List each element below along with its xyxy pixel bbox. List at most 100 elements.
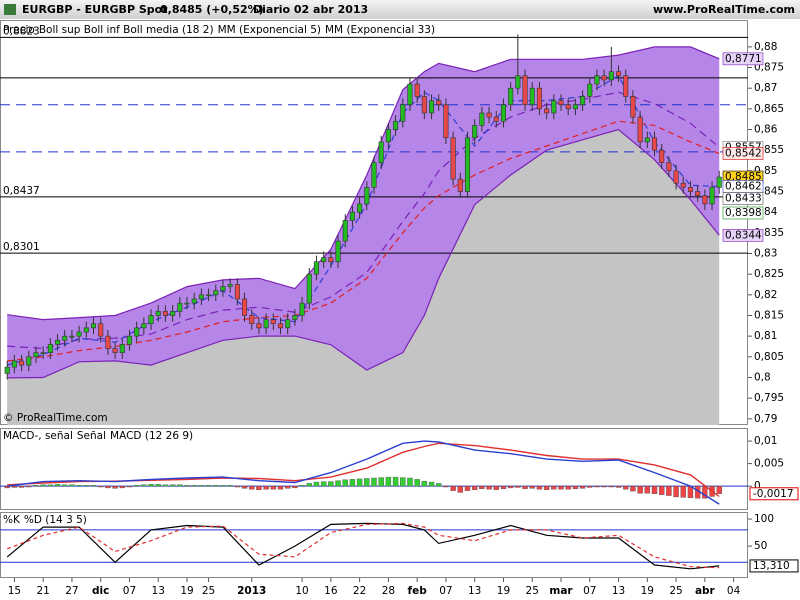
histogram-bar bbox=[4, 485, 10, 489]
candle-body bbox=[134, 327, 140, 337]
candle-body bbox=[4, 366, 10, 374]
histogram-bar bbox=[349, 479, 356, 487]
histogram-bar bbox=[644, 485, 651, 494]
histogram-bar bbox=[608, 485, 615, 488]
candle-body bbox=[249, 315, 255, 325]
x-tick-label: 21 bbox=[36, 585, 49, 597]
stoch-plot bbox=[0, 522, 748, 570]
candle-body bbox=[716, 176, 722, 188]
histogram-bar bbox=[256, 485, 262, 490]
candle-body bbox=[19, 360, 25, 366]
histogram-bar bbox=[198, 485, 205, 487]
candle-body bbox=[349, 211, 355, 221]
histogram-bar bbox=[594, 485, 600, 488]
candle-body bbox=[486, 112, 492, 118]
site: www.ProRealTime.com bbox=[653, 3, 795, 16]
candle-body bbox=[69, 335, 75, 338]
y-tick-label: 0 bbox=[754, 480, 761, 492]
y-tick-label: 0,88 bbox=[754, 41, 777, 53]
candle-body bbox=[285, 319, 291, 329]
x-tick-label: 15 bbox=[8, 585, 21, 597]
candle-body bbox=[421, 96, 427, 114]
histogram-bar bbox=[522, 485, 528, 490]
candle-body bbox=[630, 96, 636, 118]
candle-body bbox=[522, 75, 528, 106]
y-tick-label: 0,82 bbox=[754, 289, 777, 301]
histogram-bar bbox=[299, 485, 305, 487]
candle-body bbox=[33, 352, 39, 358]
histogram-bar bbox=[371, 477, 377, 487]
y-tick-label: 0,83 bbox=[754, 247, 777, 259]
histogram-bar bbox=[241, 485, 248, 489]
candle-body bbox=[105, 335, 111, 349]
legend-entry: MACD (12 26 9) bbox=[110, 430, 193, 442]
histogram-bar bbox=[471, 485, 478, 490]
candle-body bbox=[321, 257, 327, 263]
histogram-bar bbox=[500, 485, 507, 490]
x-tick-label: 07 bbox=[439, 585, 452, 597]
histogram-bar bbox=[407, 477, 413, 487]
candle-body bbox=[393, 120, 399, 130]
histogram-bar bbox=[565, 485, 571, 490]
y-tick-label: 0,825 bbox=[754, 268, 784, 280]
histogram-bar bbox=[313, 481, 320, 487]
candle-body bbox=[565, 104, 571, 110]
x-tick-label: 25 bbox=[526, 585, 539, 597]
candle-body bbox=[493, 116, 499, 122]
histogram-bar bbox=[623, 485, 629, 490]
price-label-box bbox=[722, 206, 764, 220]
candle-body bbox=[191, 298, 197, 304]
candle-body bbox=[234, 284, 240, 300]
band-middle bbox=[7, 91, 720, 350]
moving-average bbox=[7, 74, 720, 366]
histogram-bar bbox=[69, 484, 75, 487]
histogram-bar bbox=[364, 478, 370, 487]
x-tick-label: feb bbox=[408, 585, 428, 597]
last-value-label: -0,0017 bbox=[753, 488, 794, 500]
legend-entry: MACD-, señal bbox=[3, 430, 73, 442]
candle-body bbox=[256, 323, 262, 329]
price-label: 0,8433 bbox=[725, 193, 762, 205]
candle-body bbox=[601, 75, 607, 81]
candle-body bbox=[83, 327, 89, 333]
x-tick-label: 07 bbox=[583, 585, 596, 597]
stoch-panel bbox=[0, 512, 748, 578]
candle-body bbox=[126, 335, 132, 345]
x-tick-label: 13 bbox=[612, 585, 625, 597]
x-tick-label: 25 bbox=[669, 585, 682, 597]
y-tick-label: 0,87 bbox=[754, 82, 777, 94]
histogram-bar bbox=[169, 484, 176, 487]
y-tick-label: 0,005 bbox=[754, 458, 784, 470]
price-label-box bbox=[722, 52, 764, 66]
histogram-bar bbox=[220, 485, 226, 487]
y-tick-label: 0,795 bbox=[754, 392, 784, 404]
candle-body bbox=[644, 137, 650, 143]
candle-body bbox=[637, 116, 643, 143]
candle-body bbox=[385, 129, 391, 143]
x-tick-label: 22 bbox=[353, 585, 366, 597]
stoch-line bbox=[6, 522, 720, 570]
histogram-bar bbox=[292, 485, 298, 489]
candle-body bbox=[55, 339, 61, 345]
histogram-bar bbox=[126, 485, 133, 488]
candle-body bbox=[457, 178, 463, 192]
histogram-bar bbox=[112, 485, 118, 489]
below-band-fill bbox=[7, 129, 720, 425]
histogram-bar bbox=[97, 485, 104, 488]
histogram-bar bbox=[141, 484, 147, 487]
last-value-label: 13,310 bbox=[753, 560, 790, 572]
y-tick-label: 0,865 bbox=[754, 103, 784, 115]
histogram-bar bbox=[637, 485, 643, 494]
x-tick-label: 2013 bbox=[237, 585, 266, 597]
y-tick-label: 0,815 bbox=[754, 309, 784, 321]
histogram-bar bbox=[457, 485, 464, 493]
y-tick-label: 50 bbox=[754, 540, 767, 552]
y-tick-label: 0,805 bbox=[754, 351, 784, 363]
histogram-bar bbox=[587, 485, 593, 488]
legend-entry: MM (Exponencial 33) bbox=[325, 24, 435, 36]
histogram-bar bbox=[328, 481, 334, 487]
band-fill bbox=[7, 46, 720, 378]
x-tick-label: 13 bbox=[468, 585, 481, 597]
moving-average bbox=[7, 120, 720, 362]
